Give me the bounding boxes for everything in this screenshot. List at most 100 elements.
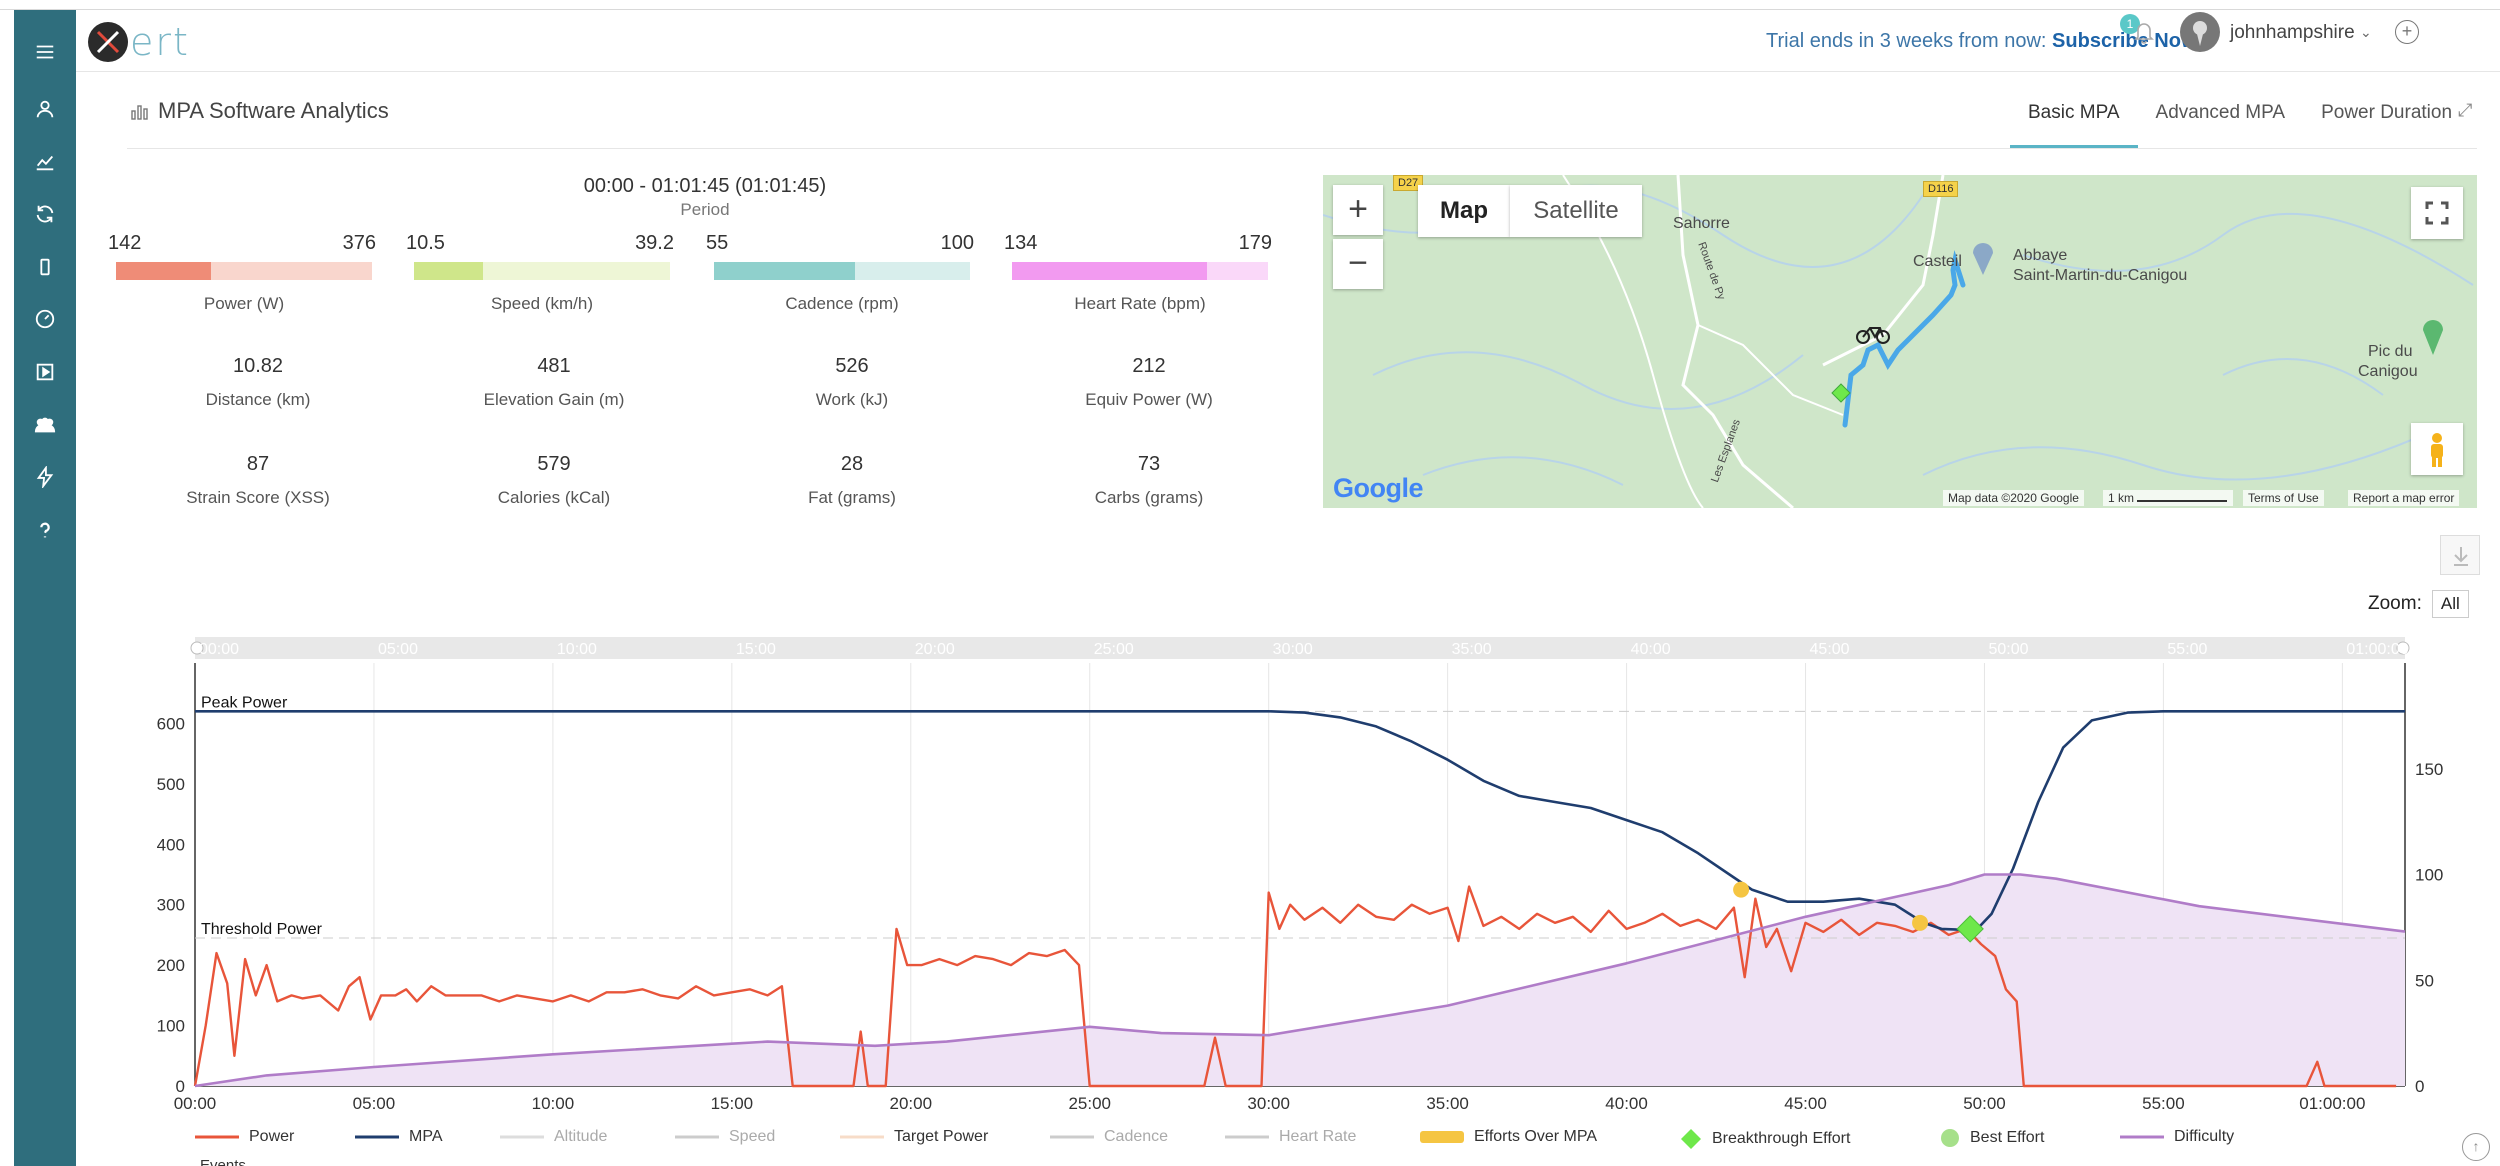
x-tick-label: 25:00 [1068,1094,1111,1113]
tab-power-duration[interactable]: Power Duration [2321,102,2453,123]
stat-elevation: 481 Elevation Gain (m) [426,355,682,410]
map-place-pic-du: Pic du [2368,343,2413,360]
y-left-tick-label: 400 [157,835,185,854]
bell-icon[interactable] [2130,18,2158,46]
chevron-down-icon[interactable]: ⌄ [2360,24,2372,40]
stat-value: 10.82 [232,355,284,377]
avatar[interactable] [2180,12,2220,52]
logo[interactable]: ert [88,20,190,64]
navigator-tick-label: 05:00 [378,641,418,658]
sidebar-item-dashboard[interactable] [14,297,76,341]
legend-item-difficulty[interactable]: Difficulty [2120,1128,2234,1146]
chart-navigator[interactable] [195,637,2405,659]
stat-value: 87 [246,453,270,475]
map-fullscreen-button[interactable] [2411,187,2463,239]
map-zoom-out-button[interactable]: − [1333,239,1383,289]
gauge-max: 100 [940,232,974,254]
expand-icon[interactable]: ⤢ [2458,100,2473,120]
map-report-error-link[interactable]: Report a map error [2348,490,2460,506]
gauge-label: Heart Rate (bpm) [1074,294,1206,313]
legend-item-altitude[interactable]: Altitude [500,1128,607,1146]
x-tick-label: 30:00 [1247,1094,1290,1113]
subscribe-link[interactable]: Subscribe Now! [2052,30,2204,52]
gauge-min: 134 [1004,232,1038,254]
map-scale-label: 1 km [2108,491,2135,505]
sidebar-item-sync[interactable] [14,192,76,236]
legend-item-efforts-over-mpa[interactable]: Efforts Over MPA [1420,1128,1597,1146]
legend-item-cadence[interactable]: Cadence [1050,1128,1168,1146]
fullscreen-icon [2425,201,2449,225]
sidebar-item-workouts[interactable] [14,350,76,394]
speedometer-icon [35,309,55,329]
username-label[interactable]: johnhampshire [2230,22,2355,43]
sidebar-item-devices[interactable] [14,245,76,289]
legend-item-target-power[interactable]: Target Power [840,1128,988,1146]
y-left-tick-label: 100 [157,1017,185,1036]
road-sign-d116: D116 [1923,181,1959,197]
x-tick-label: 40:00 [1605,1094,1648,1113]
map-type-map-button[interactable]: Map [1418,185,1510,237]
tab-bar: Basic MPA Advanced MPA Power Duration [2010,95,2470,149]
y-left-tick-label: 600 [157,714,185,733]
sidebar-item-help[interactable] [14,508,76,552]
sidebar-item-teams[interactable] [14,403,76,447]
scroll-top-button[interactable]: ↑ [2462,1133,2490,1161]
navigator-handle-right[interactable] [2396,641,2410,655]
legend-line-swatch [195,1135,239,1139]
legend-label: Target Power [894,1128,989,1145]
add-icon[interactable]: + [2395,20,2419,44]
sidebar-item-menu[interactable] [14,30,76,74]
stat-calories: 579 Calories (kCal) [426,453,682,508]
legend-line-swatch [675,1135,719,1139]
title-divider [127,148,2477,149]
gauge-fill [1012,262,1207,280]
gauge-max: 376 [342,232,376,254]
legend-item-speed[interactable]: Speed [675,1128,775,1146]
sidebar-item-profile[interactable] [14,87,76,131]
gauge-label: Cadence (rpm) [785,294,899,313]
legend-item-breakthrough-effort[interactable]: Breakthrough Effort [1680,1128,1850,1150]
breakthrough-effort-marker[interactable] [1956,915,1984,943]
map-type-satellite-button[interactable]: Satellite [1510,185,1642,237]
effort-over-mpa-marker[interactable] [1912,914,1929,931]
page-title-text: MPA Software Analytics [158,98,389,123]
navigator-tick-label: 20:00 [915,641,955,658]
legend-item-power[interactable]: Power [195,1128,294,1146]
map-place-canigou: Canigou [2358,363,2418,380]
x-tick-label: 50:00 [1963,1094,2006,1113]
stat-value: 526 [835,355,869,377]
sidebar-item-analytics[interactable] [14,140,76,184]
hamburger-menu-icon [36,45,54,59]
street-view-pegman-button[interactable] [2411,423,2463,475]
effort-over-mpa-marker[interactable] [1733,881,1750,898]
legend-item-best-effort[interactable]: Best Effort [1940,1128,2044,1148]
legend-line-swatch [355,1135,399,1139]
route-map[interactable]: D27 D116 Sahorre Casteil Abbaye Saint-Ma… [1323,175,2477,508]
events-label: Events [200,1157,246,1166]
mpa-chart[interactable]: 00:00 05:00 10:00 15:00 20:00 25:00 30:00 35:00… [130,630,2460,1166]
legend-line-swatch [2120,1135,2164,1139]
y-right-tick-label: 100 [2415,866,2443,885]
road-sign-d27: D27 [1393,175,1424,191]
notification-badge[interactable]: 1 [2120,14,2140,34]
difficulty-area [195,874,2405,1086]
play-square-icon [36,363,54,381]
y-right-tick-label: 0 [2415,1077,2424,1096]
period-range: 00:00 - 01:01:45 (01:01:45) [583,175,827,197]
stat-value: 212 [1132,355,1166,377]
legend-item-mpa[interactable]: MPA [355,1128,442,1146]
tab-basic-mpa[interactable]: Basic MPA [2010,95,2138,149]
question-icon [40,522,50,538]
legend-label: Breakthrough Effort [1712,1130,1851,1147]
stat-value: 579 [537,453,571,475]
gauge-label: Power (W) [203,294,285,313]
map-terms-link[interactable]: Terms of Use [2243,490,2324,506]
chart-download-button[interactable] [2440,535,2480,575]
navigator-handle-left[interactable] [190,641,204,655]
zoom-all-button[interactable]: All [2431,590,2469,618]
tab-advanced-mpa[interactable]: Advanced MPA [2155,102,2286,123]
sidebar-item-power[interactable] [14,455,76,499]
map-zoom-in-button[interactable]: + [1333,185,1383,235]
legend-item-heart-rate[interactable]: Heart Rate [1225,1128,1356,1146]
start-marker-icon [1831,383,1851,403]
